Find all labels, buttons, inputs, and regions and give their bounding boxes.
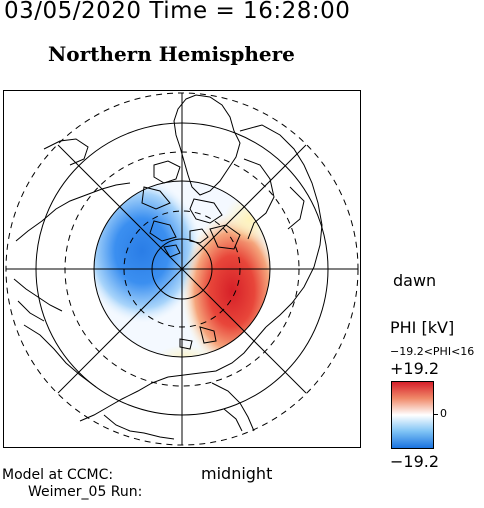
colorbar-title: PHI [kV] — [390, 318, 455, 337]
colorbar-max-label: +19.2 — [390, 359, 440, 378]
colorbar — [391, 381, 434, 449]
meridian-lines — [6, 93, 358, 445]
colorbar-range-text: −19.2<PHI<16 — [390, 346, 475, 357]
date-time-title: 03/05/2020 Time = 16:28:00 — [4, 0, 351, 24]
run-label: Weimer_05 Run: — [28, 484, 143, 500]
model-label: Model at CCMC: — [2, 467, 114, 483]
polar-map — [3, 90, 361, 448]
colorbar-zero-tick — [434, 414, 438, 415]
dawn-label: dawn — [393, 271, 437, 290]
midnight-label: midnight — [201, 464, 273, 483]
hemisphere-title: Northern Hemisphere — [48, 42, 295, 66]
polar-map-canvas — [5, 92, 359, 446]
coastlines — [13, 94, 323, 440]
colorbar-zero-label: 0 — [440, 407, 447, 420]
colorbar-min-label: −19.2 — [390, 452, 440, 471]
